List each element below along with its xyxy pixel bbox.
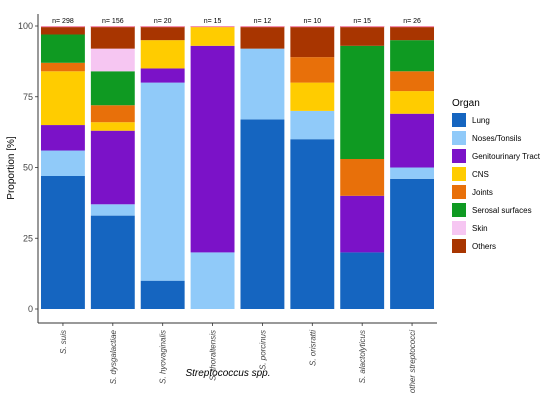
bar-segment-s-thoraltensis-cns — [190, 26, 235, 46]
plot-area: n= 298 n= 156 n= 20 n= 15 n= 12 n= 10 n= 15 n= … — [40, 18, 435, 309]
bar-segment-other-streptococci-joints — [390, 71, 435, 92]
bar-segment-s-dysgalactiae-lung — [90, 215, 135, 309]
legend-label-skin: Skin — [472, 224, 488, 233]
bar-top-edge-s-dysgalactiae — [90, 26, 135, 28]
count-label-s-hyovaginalis: n= 20 — [154, 18, 172, 25]
bar-segment-s-suis-joints — [40, 62, 85, 72]
y-axis-title: Proportion [%] — [6, 136, 17, 200]
bar-segment-s-alactolyticus-joints — [340, 159, 385, 196]
x-axis: S. suis S. dysgalactiae S. hyovaginalis S. … — [38, 322, 437, 393]
count-label-s-alactolyticus: n= 15 — [353, 18, 371, 25]
bar-top-edge-s-porcinus — [240, 26, 285, 28]
legend-label-serosal-surfaces: Serosal surfaces — [472, 206, 532, 215]
legend-swatch-serosal-surfaces — [452, 203, 466, 217]
bar-top-edge-s-hyovaginalis — [140, 26, 185, 28]
bar-segment-s-suis-cns — [40, 71, 85, 126]
legend-label-joints: Joints — [472, 188, 493, 197]
y-axis: 0 25 50 75 100 — [18, 14, 39, 323]
x-tick-label-s-thoraltensis: S. thoraltensis — [209, 330, 218, 381]
bar-segment-s-dysgalactiae-others — [90, 26, 135, 49]
bar-segment-s-hyovaginalis-noses-tonsils — [140, 82, 185, 281]
y-tick-label-75: 75 — [23, 92, 33, 102]
x-tick-label-s-dysgalactiae: S. dysgalactiae — [109, 329, 118, 384]
bar-segment-s-orisratti-others — [290, 26, 335, 58]
legend-swatch-cns — [452, 167, 466, 181]
legend-swatch-skin — [452, 221, 466, 235]
legend: Organ Lung Noses/Tonsils Genitourinary Tra… — [452, 98, 541, 253]
bar-segment-s-dysgalactiae-skin — [90, 48, 135, 72]
bar-segment-s-orisratti-lung — [290, 139, 335, 309]
legend-swatch-others — [452, 239, 466, 253]
x-tick-label-s-suis: S. suis — [59, 330, 68, 354]
x-axis-title: Streptococcus spp. — [185, 368, 270, 379]
x-tick-label-other-streptococci: other streptococci — [408, 330, 417, 393]
legend-swatch-joints — [452, 185, 466, 199]
legend-swatch-genitourinary-tract — [452, 149, 466, 163]
bar-segment-s-thoraltensis-genitourinary-tract — [190, 45, 235, 253]
bar-segment-s-dysgalactiae-joints — [90, 105, 135, 123]
legend-swatch-noses-tonsils — [452, 131, 466, 145]
bar-segment-s-porcinus-lung — [240, 119, 285, 309]
legend-label-genitourinary-tract: Genitourinary Tract — [472, 152, 541, 161]
bar-segment-s-dysgalactiae-genitourinary-tract — [90, 130, 135, 205]
legend-title: Organ — [452, 98, 480, 109]
bar-segment-other-streptococci-others — [390, 26, 435, 41]
legend-label-noses-tonsils: Noses/Tonsils — [472, 134, 521, 143]
bar-segment-other-streptococci-genitourinary-tract — [390, 113, 435, 168]
bar-segment-s-alactolyticus-serosal-surfaces — [340, 45, 385, 160]
bar-top-edge-other-streptococci — [390, 26, 435, 28]
bar-segment-other-streptococci-cns — [390, 91, 435, 114]
bar-segment-s-suis-serosal-surfaces — [40, 34, 85, 63]
bar-segment-s-alactolyticus-lung — [340, 252, 385, 309]
bar-segment-s-hyovaginalis-cns — [140, 40, 185, 69]
count-label-s-thoraltensis: n= 15 — [204, 18, 222, 25]
bar-segment-s-dysgalactiae-cns — [90, 122, 135, 131]
count-label-s-suis: n= 298 — [52, 18, 74, 25]
bar-segment-s-porcinus-noses-tonsils — [240, 48, 285, 120]
bar-segment-s-hyovaginalis-lung — [140, 280, 185, 309]
bar-top-edge-s-thoraltensis — [190, 26, 235, 28]
x-tick-label-s-alactolyticus: S. alactolyticus — [358, 330, 367, 383]
bar-segment-s-porcinus-others — [240, 26, 285, 49]
y-tick-label-50: 50 — [23, 163, 33, 173]
bar-segment-s-hyovaginalis-genitourinary-tract — [140, 68, 185, 83]
count-label-s-dysgalactiae: n= 156 — [102, 18, 124, 25]
count-label-s-orisratti: n= 10 — [303, 18, 321, 25]
x-tick-label-s-hyovaginalis: S. hyovaginalis — [159, 330, 168, 384]
y-tick-label-100: 100 — [18, 21, 33, 31]
bar-segment-s-suis-lung — [40, 175, 85, 309]
legend-label-others: Others — [472, 242, 496, 251]
y-tick-label-25: 25 — [23, 233, 33, 243]
bar-top-edge-s-orisratti — [290, 26, 335, 28]
bar-segment-s-alactolyticus-genitourinary-tract — [340, 195, 385, 253]
x-tick-label-s-orisratti: S. orisratti — [308, 330, 317, 366]
bar-top-edge-s-suis — [40, 26, 85, 28]
legend-label-lung: Lung — [472, 116, 490, 125]
bar-segment-s-suis-noses-tonsils — [40, 150, 85, 176]
bar-segment-s-thoraltensis-noses-tonsils — [190, 252, 235, 309]
bar-segment-s-orisratti-cns — [290, 82, 335, 111]
x-tick-label-s-porcinus: S. porcinus — [258, 330, 267, 370]
bar-segment-other-streptococci-lung — [390, 178, 435, 309]
bar-top-edge-s-alactolyticus — [340, 26, 385, 28]
bar-segment-s-hyovaginalis-others — [140, 26, 185, 41]
bar-segment-s-dysgalactiae-noses-tonsils — [90, 204, 135, 216]
y-tick-label-0: 0 — [28, 304, 33, 314]
bar-segment-s-dysgalactiae-serosal-surfaces — [90, 71, 135, 106]
bar-segment-s-alactolyticus-others — [340, 26, 385, 46]
bar-segment-s-suis-others — [40, 26, 85, 35]
bar-segment-s-orisratti-noses-tonsils — [290, 110, 335, 140]
count-label-s-porcinus: n= 12 — [254, 18, 272, 25]
bar-segment-s-orisratti-joints — [290, 57, 335, 83]
bar-segment-other-streptococci-serosal-surfaces — [390, 40, 435, 72]
legend-label-cns: CNS — [472, 170, 489, 179]
count-label-other-streptococci: n= 26 — [403, 18, 421, 25]
bar-segment-other-streptococci-noses-tonsils — [390, 167, 435, 179]
legend-swatch-lung — [452, 113, 466, 127]
bar-segment-s-suis-genitourinary-tract — [40, 125, 85, 151]
